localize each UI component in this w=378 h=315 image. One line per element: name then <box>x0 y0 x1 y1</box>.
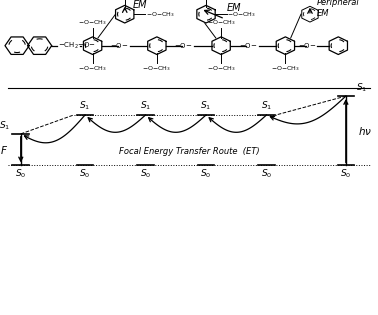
Text: $h\nu$: $h\nu$ <box>358 125 372 137</box>
Text: $F$: $F$ <box>0 144 8 156</box>
Text: $S_0$: $S_0$ <box>79 168 91 180</box>
Text: $-$O$-$CH$_3$: $-$O$-$CH$_3$ <box>78 64 107 73</box>
Text: $S_0$: $S_0$ <box>140 168 151 180</box>
Text: $S_1$: $S_1$ <box>0 120 11 132</box>
Text: $S_0$: $S_0$ <box>261 168 272 180</box>
Text: $-$O$-$CH$_3$: $-$O$-$CH$_3$ <box>146 10 175 19</box>
Text: $S_0$: $S_0$ <box>340 168 352 180</box>
Text: $-$O$-$CH$_3$: $-$O$-$CH$_3$ <box>143 64 171 73</box>
Text: $S_1$: $S_1$ <box>356 82 367 94</box>
Text: $-$O$-$: $-$O$-$ <box>175 41 193 50</box>
Text: $S_1$: $S_1$ <box>79 100 91 112</box>
Text: $-$O$-$CH$_3$: $-$O$-$CH$_3$ <box>78 18 107 27</box>
Text: $-$O$-$CH$_3$: $-$O$-$CH$_3$ <box>207 18 235 27</box>
Text: $-$O$-$: $-$O$-$ <box>298 41 316 50</box>
Text: $S_1$: $S_1$ <box>261 100 272 112</box>
Text: $-$CH$_2$$-$O$-$: $-$CH$_2$$-$O$-$ <box>58 41 96 51</box>
Text: $S_1$: $S_1$ <box>140 100 151 112</box>
Text: $S_1$: $S_1$ <box>200 100 212 112</box>
Text: $-$O$-$CH$_3$: $-$O$-$CH$_3$ <box>227 10 256 19</box>
Text: Peripheral
EM: Peripheral EM <box>317 0 359 18</box>
Text: $-$O$-$CH$_3$: $-$O$-$CH$_3$ <box>271 64 300 73</box>
Text: $S_0$: $S_0$ <box>15 168 26 180</box>
Text: EM: EM <box>132 0 147 10</box>
Text: $-$O$-$: $-$O$-$ <box>110 41 129 50</box>
Text: $-$O$-$CH$_3$: $-$O$-$CH$_3$ <box>207 64 235 73</box>
Text: Focal Energy Transfer Route  (ET): Focal Energy Transfer Route (ET) <box>119 147 259 156</box>
Text: $S_0$: $S_0$ <box>200 168 212 180</box>
Text: EM: EM <box>227 3 241 13</box>
Text: $-$O$-$: $-$O$-$ <box>239 41 257 50</box>
